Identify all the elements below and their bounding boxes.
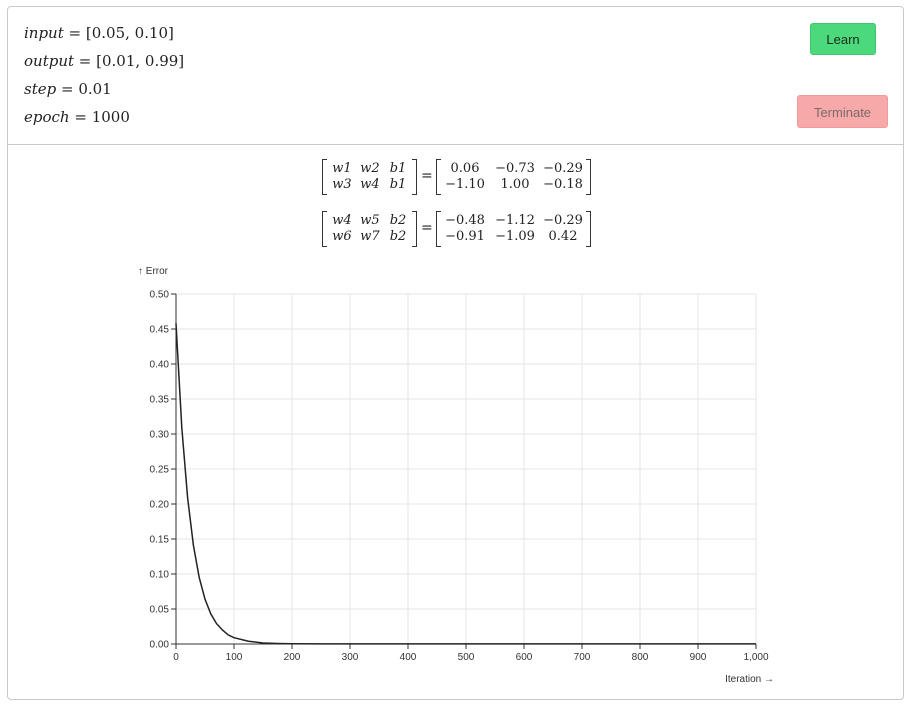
y-tick-label: 0.25 bbox=[150, 465, 170, 476]
learn-button[interactable]: Learn bbox=[810, 23, 876, 55]
m2-var-1-2: b2 bbox=[389, 229, 407, 244]
m1-val-1-2: −0.18 bbox=[543, 177, 583, 192]
m1-var-0-0: w1 bbox=[332, 161, 352, 176]
param-step-name: step bbox=[24, 80, 57, 98]
y-tick-label: 0.20 bbox=[150, 500, 170, 511]
weights-matrix-2: w4 w5 b2 w6 w7 b2 = −0.48 −1.12 −0.29 −0… bbox=[8, 211, 903, 251]
m1-val-0-1: −0.73 bbox=[495, 161, 535, 176]
y-axis-label: ↑ Error bbox=[138, 266, 169, 277]
m2-var-0-1: w5 bbox=[360, 213, 380, 228]
x-tick-label: 200 bbox=[284, 652, 301, 663]
x-tick-label: 100 bbox=[226, 652, 243, 663]
m2-var-1-0: w6 bbox=[332, 229, 352, 244]
y-tick-label: 0.10 bbox=[150, 570, 170, 581]
m1-var-1-0: w3 bbox=[332, 177, 352, 192]
x-axis-label: Iteration → bbox=[725, 674, 774, 685]
x-tick-label: 900 bbox=[690, 652, 707, 663]
x-tick-label: 1,000 bbox=[743, 652, 768, 663]
y-tick-label: 0.05 bbox=[150, 605, 170, 616]
m1-val-0-2: −0.29 bbox=[543, 161, 583, 176]
chart-ticks: 0 100 200 300 400 500 600 700 800 900 1,000 0.00 0.0… bbox=[150, 290, 769, 664]
x-tick-label: 500 bbox=[458, 652, 475, 663]
param-input: input = [0.05, 0.10] bbox=[24, 24, 174, 42]
m1-val-1-1: 1.00 bbox=[500, 177, 530, 192]
x-tick-label: 300 bbox=[342, 652, 359, 663]
param-output: output = [0.01, 0.99] bbox=[24, 52, 185, 70]
param-epoch-value: 1000 bbox=[91, 108, 130, 126]
matrix-2-values: −0.48 −1.12 −0.29 −0.91 −1.09 0.42 bbox=[436, 211, 591, 247]
m1-var-0-1: w2 bbox=[360, 161, 380, 176]
m1-val-1-0: −1.10 bbox=[445, 177, 485, 192]
x-tick-label: 0 bbox=[173, 652, 179, 663]
param-input-value: [0.05, 0.10] bbox=[85, 24, 174, 42]
x-tick-label: 800 bbox=[632, 652, 649, 663]
x-tick-label: 700 bbox=[574, 652, 591, 663]
parameters-section: input = [0.05, 0.10] output = [0.01, 0.9… bbox=[8, 7, 903, 145]
main-panel: input = [0.05, 0.10] output = [0.01, 0.9… bbox=[7, 6, 904, 700]
y-tick-label: 0.50 bbox=[150, 290, 170, 301]
param-epoch: epoch = 1000 bbox=[24, 108, 130, 126]
y-tick-label: 0.15 bbox=[150, 535, 170, 546]
m2-var-0-0: w4 bbox=[332, 213, 352, 228]
matrix-2-vars: w4 w5 b2 w6 w7 b2 bbox=[322, 211, 417, 247]
param-step-value: 0.01 bbox=[78, 80, 112, 98]
terminate-button[interactable]: Terminate bbox=[797, 95, 888, 128]
chart-grid bbox=[175, 293, 757, 645]
param-output-value: [0.01, 0.99] bbox=[96, 52, 185, 70]
matrix-1-equals: = bbox=[421, 168, 433, 184]
m1-var-0-2: b1 bbox=[389, 161, 407, 176]
m1-var-1-2: b1 bbox=[389, 177, 407, 192]
y-tick-label: 0.00 bbox=[150, 640, 170, 651]
m2-val-1-0: −0.91 bbox=[445, 229, 485, 244]
y-tick-label: 0.35 bbox=[150, 395, 170, 406]
y-tick-label: 0.30 bbox=[150, 430, 170, 441]
m1-var-1-1: w4 bbox=[360, 177, 380, 192]
m1-val-0-0: 0.06 bbox=[450, 161, 480, 176]
x-tick-label: 400 bbox=[400, 652, 417, 663]
m2-val-0-2: −0.29 bbox=[543, 213, 583, 228]
x-tick-label: 600 bbox=[516, 652, 533, 663]
matrix-2-equals: = bbox=[421, 220, 433, 236]
weights-matrix-1: w1 w2 b1 w3 w4 b1 = 0.06 −0.73 −0.29 −1.… bbox=[8, 159, 903, 199]
m2-val-1-1: −1.09 bbox=[495, 229, 535, 244]
error-series-line bbox=[175, 323, 756, 645]
m2-var-1-1: w7 bbox=[360, 229, 380, 244]
matrix-1-vars: w1 w2 b1 w3 w4 b1 bbox=[322, 159, 417, 195]
y-tick-label: 0.45 bbox=[150, 325, 170, 336]
y-tick-label: 0.40 bbox=[150, 360, 170, 371]
m2-val-0-1: −1.12 bbox=[495, 213, 535, 228]
param-step: step = 0.01 bbox=[24, 80, 112, 98]
m2-val-1-2: 0.42 bbox=[548, 229, 578, 244]
param-input-name: input bbox=[24, 24, 64, 42]
param-epoch-name: epoch bbox=[24, 108, 70, 126]
m2-val-0-0: −0.48 bbox=[445, 213, 485, 228]
param-output-name: output bbox=[24, 52, 75, 70]
matrix-1-values: 0.06 −0.73 −0.29 −1.10 1.00 −0.18 bbox=[436, 159, 591, 195]
m2-var-0-2: b2 bbox=[389, 213, 407, 228]
